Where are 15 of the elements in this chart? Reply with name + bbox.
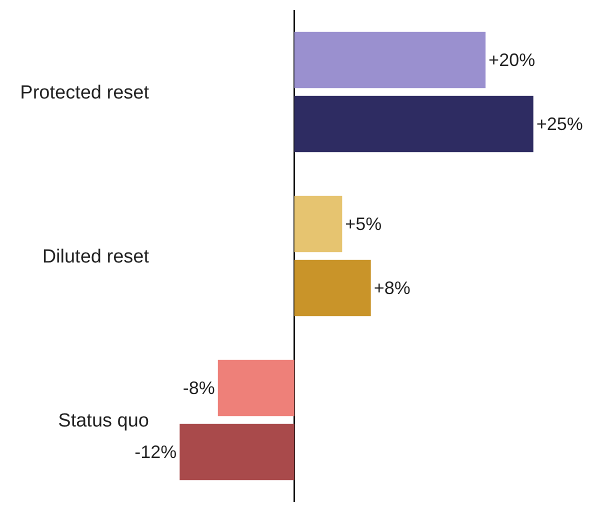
bar [294,32,486,88]
data-label: -8% [182,378,215,398]
bar [218,360,294,416]
bar [294,96,534,152]
bar [180,424,294,480]
data-label: +5% [345,214,382,234]
bar [294,196,342,252]
data-label: +25% [536,114,583,134]
y-tick-label: Protected reset [20,82,150,104]
y-tick-label: Diluted reset [42,246,150,268]
data-label: -12% [134,442,177,462]
data-label: +20% [488,50,536,70]
bar [294,260,371,316]
data-label: +8% [374,278,410,298]
y-tick-label: Status quo [58,410,149,432]
